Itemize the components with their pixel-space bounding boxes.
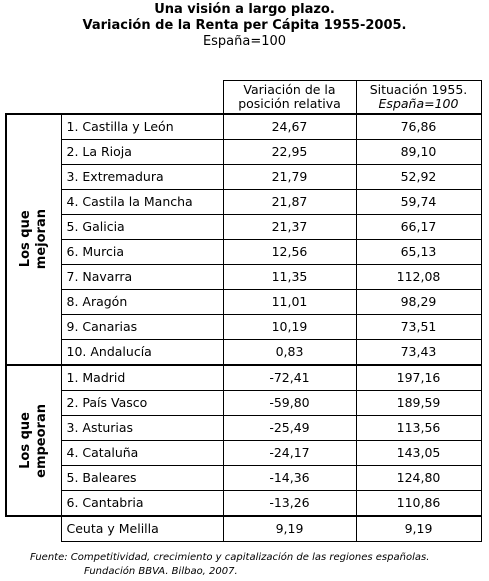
label-line: mejoran xyxy=(33,209,49,270)
group-label: Los que empeoran xyxy=(5,364,62,517)
value-cell: 21,87 xyxy=(222,189,357,215)
value-cell: 124,80 xyxy=(355,465,482,491)
value-cell: 76,86 xyxy=(355,113,482,140)
table-row: 4. Castila la Mancha 21,87 59,74 xyxy=(6,189,482,215)
value-cell: 9,19 xyxy=(222,515,357,542)
value-cell: 52,92 xyxy=(355,164,482,190)
value-cell: 66,17 xyxy=(355,214,482,240)
value-cell: 113,56 xyxy=(355,415,482,441)
value-cell: 110,86 xyxy=(355,490,482,517)
value-cell: -25,49 xyxy=(222,415,357,441)
value-cell: 143,05 xyxy=(355,440,482,466)
value-cell: 22,95 xyxy=(222,139,357,165)
value-cell: 197,16 xyxy=(355,364,482,391)
group-label-text: Los que mejoran xyxy=(18,209,50,269)
table-row: 5. Baleares -14,36 124,80 xyxy=(6,465,482,491)
table-row: 6. Murcia 12,56 65,13 xyxy=(6,239,482,265)
table-row: Los que empeoran 1. Madrid -72,41 197,16 xyxy=(5,364,482,517)
value-cell: 73,51 xyxy=(355,314,482,340)
table-row: Ceuta y Melilla 9,19 9,19 xyxy=(6,515,482,542)
value-cell: 10,19 xyxy=(222,314,357,340)
value-cell: 73,43 xyxy=(355,339,482,366)
header-line: España=100 xyxy=(378,96,459,111)
region-cell: 2. País Vasco xyxy=(60,390,224,416)
label-line: Los que xyxy=(17,412,33,469)
value-cell: -72,41 xyxy=(222,364,357,391)
table-row: 6. Cantabria -13,26 110,86 xyxy=(6,490,482,517)
group-label: Los que mejoran xyxy=(5,113,62,366)
source: Fuente: Competitividad, crecimiento y ca… xyxy=(30,552,430,563)
region-cell: 1. Castilla y León xyxy=(60,113,224,140)
value-cell: 24,67 xyxy=(222,113,357,140)
note: España=100 xyxy=(202,34,287,49)
table-row: 4. Cataluña -24,17 143,05 xyxy=(6,440,482,466)
data-table: Variación de la posición relativa Situac… xyxy=(5,80,482,542)
region-cell: 1. Madrid xyxy=(60,364,224,391)
value-cell: 9,19 xyxy=(355,515,482,542)
region-cell: 4. Cataluña xyxy=(60,440,224,466)
table-row: 2. La Rioja 22,95 89,10 xyxy=(6,139,482,165)
region-cell: 7. Navarra xyxy=(60,264,224,290)
region-cell: 5. Baleares xyxy=(60,465,224,491)
value-cell: 21,79 xyxy=(222,164,357,190)
region-cell: 3. Asturias xyxy=(60,415,224,441)
value-cell: -24,17 xyxy=(222,440,357,466)
table-row: Los que mejoran 1. Castilla y León 24,67 76,… xyxy=(5,113,482,366)
value-cell: -14,36 xyxy=(222,465,357,491)
value-cell: 11,01 xyxy=(222,289,357,315)
column-header: Situación 1955. España=100 xyxy=(355,80,482,115)
table-row: 5. Galicia 21,37 66,17 xyxy=(6,214,482,240)
group-label-text: Los que empeoran xyxy=(18,404,50,478)
value-cell: 98,29 xyxy=(355,289,482,315)
column-header: Variación de la posición relativa xyxy=(222,80,357,115)
label-line: Los que xyxy=(17,211,33,268)
source: Fundación BBVA. Bilbao, 2007. xyxy=(84,566,238,577)
region-cell: 2. La Rioja xyxy=(60,139,224,165)
value-cell: -59,80 xyxy=(222,390,357,416)
table-row: 7. Navarra 11,35 112,08 xyxy=(6,264,482,290)
table-row: 10. Andalucía 0,83 73,43 xyxy=(6,339,482,366)
region-cell: 9. Canarias xyxy=(60,314,224,340)
value-cell: 189,59 xyxy=(355,390,482,416)
value-cell: 21,37 xyxy=(222,214,357,240)
value-cell: 11,35 xyxy=(222,264,357,290)
region-cell: 3. Extremadura xyxy=(60,164,224,190)
blank-cell xyxy=(6,80,224,114)
table-row: 9. Canarias 10,19 73,51 xyxy=(6,314,482,340)
subtitle: Variación de la Renta per Cápita 1955-20… xyxy=(82,18,407,33)
value-cell: 12,56 xyxy=(222,239,357,265)
region-cell: 10. Andalucía xyxy=(60,339,224,366)
blank-cell xyxy=(6,515,62,542)
value-cell: 65,13 xyxy=(355,239,482,265)
value-cell: 112,08 xyxy=(355,264,482,290)
value-cell: 0,83 xyxy=(222,339,357,366)
title: Una visión a largo plazo. xyxy=(154,2,335,17)
table-row: 3. Extremadura 21,79 52,92 xyxy=(6,164,482,190)
region-cell: 6. Cantabria xyxy=(60,490,224,517)
table-row: 2. País Vasco -59,80 189,59 xyxy=(6,390,482,416)
region-cell: Ceuta y Melilla xyxy=(60,515,224,542)
value-cell: 59,74 xyxy=(355,189,482,215)
region-cell: 6. Murcia xyxy=(60,239,224,265)
table-row: 8. Aragón 11,01 98,29 xyxy=(6,289,482,315)
region-cell: 5. Galicia xyxy=(60,214,224,240)
value-cell: 89,10 xyxy=(355,139,482,165)
value-cell: -13,26 xyxy=(222,490,357,517)
label-line: empeoran xyxy=(33,403,49,478)
region-cell: 4. Castila la Mancha xyxy=(60,189,224,215)
header-line: Situación 1955. xyxy=(369,82,468,97)
table-row: 3. Asturias -25,49 113,56 xyxy=(6,415,482,441)
region-cell: 8. Aragón xyxy=(60,289,224,315)
